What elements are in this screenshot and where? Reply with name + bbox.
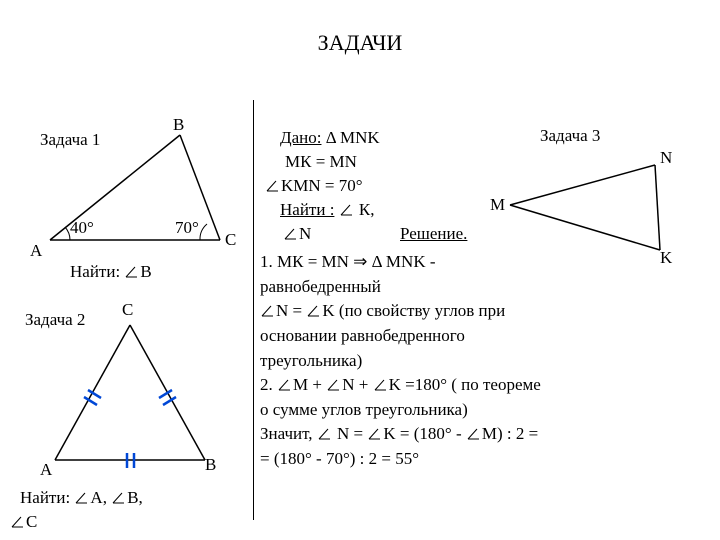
l4-m: M) : 2 = — [482, 424, 538, 443]
find-n-text: N — [299, 224, 311, 243]
task1-vertex-b: В — [173, 115, 184, 135]
find-k: К, — [359, 200, 375, 219]
task1-vertex-c: С — [225, 230, 236, 250]
l4-k: K = (180° - — [383, 424, 461, 443]
sol-line-3a: 2. M + N + K =180° ( по теореме — [260, 373, 700, 398]
task1-find: Найти: В — [70, 262, 152, 282]
line2a-n: N = — [276, 301, 302, 320]
task3-ang-kmn: KMN = 70° — [265, 176, 363, 196]
kmn-text: KMN = 70° — [281, 176, 363, 195]
task2-ang-a: А, — [90, 488, 107, 507]
task1-find-b: В — [140, 262, 151, 281]
angle-icon — [10, 515, 26, 529]
angle-icon — [265, 179, 281, 193]
task2-vertex-a: А — [40, 460, 52, 480]
angle-icon — [466, 427, 482, 441]
task3-eq: MК = MN — [285, 152, 357, 172]
task2-find-cont: С — [10, 512, 37, 532]
given-label: Дано: — [280, 128, 321, 147]
column-divider — [253, 100, 254, 520]
l3-1: 2. — [260, 375, 273, 394]
task2-vertex-b: В — [205, 455, 216, 475]
task3-find-n: N — [283, 224, 311, 244]
angle-icon — [277, 378, 293, 392]
sol-line-2a: N = K (по свойству углов при — [260, 299, 700, 324]
angle-icon — [283, 227, 299, 241]
solution-label: Решение. — [400, 224, 467, 244]
task3-given: Дано: Δ MNK — [280, 128, 380, 148]
task2-find: Найти: А, В, — [20, 488, 143, 508]
angle-icon — [260, 304, 276, 318]
angle-icon — [317, 427, 333, 441]
l3-m: M + — [293, 375, 322, 394]
angle-icon — [124, 265, 140, 279]
task1-triangle — [30, 120, 250, 260]
l3-n: N + — [342, 375, 368, 394]
task2-vertex-c: С — [122, 300, 133, 320]
given-tri: Δ MNK — [326, 128, 380, 147]
angle-icon — [367, 427, 383, 441]
find-label: Найти : — [280, 200, 334, 219]
page-title: ЗАДАЧИ — [0, 30, 720, 56]
task1-angle-70: 70° — [175, 218, 199, 238]
task1-angle-40: 40° — [70, 218, 94, 238]
sol-line-1a: 1. MК = MN ⇒ Δ MNK - — [260, 250, 700, 275]
task3-find: Найти : К, — [280, 200, 375, 220]
l4-1: Значит, — [260, 424, 313, 443]
angle-icon — [326, 378, 342, 392]
line2a-k: K (по свойству углов при — [322, 301, 505, 320]
task1-find-label: Найти: — [70, 262, 120, 281]
task3-vertex-m: M — [490, 195, 505, 215]
sol-line-2c: треугольника) — [260, 349, 700, 374]
sol-line-2b: основании равнобедренного — [260, 324, 700, 349]
task1-vertex-a: А — [30, 241, 42, 261]
task3-label: Задача 3 — [540, 126, 600, 146]
task2-ang-b: В, — [127, 488, 143, 507]
task2-ang-c: С — [26, 512, 37, 531]
sol-line-1b: равнобедренный — [260, 275, 700, 300]
task2-triangle — [35, 305, 235, 475]
solution-body: 1. MК = MN ⇒ Δ MNK - равнобедренный N = … — [260, 250, 700, 472]
l4-n: N = — [337, 424, 363, 443]
task2-find-label: Найти: — [20, 488, 70, 507]
angle-icon — [111, 491, 127, 505]
angle-icon — [339, 203, 355, 217]
angle-icon — [373, 378, 389, 392]
sol-line-3b: о сумме углов треугольника) — [260, 398, 700, 423]
angle-icon — [74, 491, 90, 505]
angle-icon — [306, 304, 322, 318]
task3-vertex-n: N — [660, 148, 672, 168]
sol-line-4a: Значит, N = K = (180° - M) : 2 = — [260, 422, 700, 447]
sol-line-4b: = (180° - 70°) : 2 = 55° — [260, 447, 700, 472]
l3-k: K =180° ( по теореме — [389, 375, 541, 394]
